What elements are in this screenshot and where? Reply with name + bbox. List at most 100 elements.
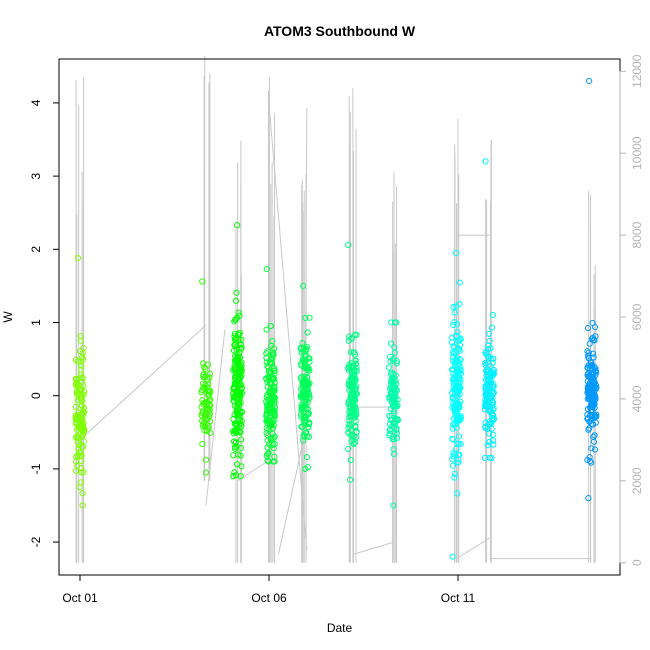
data-point (592, 367, 599, 374)
y-tick-label: 2 (29, 246, 43, 253)
data-point (198, 412, 205, 419)
data-point (451, 319, 458, 326)
data-point (77, 479, 84, 486)
data-point (485, 430, 493, 437)
data-point (588, 401, 595, 408)
data-point (391, 399, 398, 406)
data-point (452, 384, 460, 391)
data-point (297, 411, 305, 418)
data-point (451, 420, 458, 427)
data-point (390, 433, 397, 440)
data-point (264, 450, 271, 458)
data-point (233, 426, 240, 433)
data-point (386, 353, 394, 361)
data-point (347, 349, 354, 356)
data-point (449, 456, 456, 463)
data-point (271, 458, 278, 465)
data-point (590, 377, 597, 384)
data-point (451, 391, 459, 398)
data-point (74, 358, 81, 365)
data-point (80, 438, 87, 445)
data-point (267, 322, 274, 330)
data-point (299, 403, 306, 410)
data-point (301, 415, 308, 422)
data-point (453, 411, 460, 418)
y-tick-label-right: 12000 (630, 54, 644, 88)
data-point (393, 387, 400, 394)
data-point (237, 399, 244, 406)
data-point (268, 419, 275, 426)
data-point (299, 423, 306, 430)
data-point (449, 435, 456, 443)
data-point (451, 385, 459, 392)
data-point (230, 416, 237, 423)
data-point (233, 472, 240, 479)
data-point (235, 389, 243, 396)
data-point (306, 355, 313, 362)
y-axis-label: W (1, 311, 15, 323)
data-point (237, 421, 244, 428)
data-point (350, 394, 357, 401)
data-point (263, 402, 271, 409)
data-point (265, 449, 272, 456)
data-point (347, 405, 354, 412)
data-point (237, 341, 244, 349)
data-point (352, 423, 359, 430)
data-point (352, 439, 359, 446)
y-tick-label-right: 0 (630, 559, 644, 566)
data-point (76, 442, 83, 449)
data-point (348, 359, 355, 366)
data-point (451, 363, 458, 370)
data-point (304, 433, 311, 440)
data-point (200, 420, 207, 428)
data-point (386, 412, 393, 419)
data-point (232, 395, 239, 402)
data-point (457, 335, 464, 342)
data-point (304, 373, 311, 381)
data-point (388, 371, 395, 378)
data-point (235, 309, 242, 316)
data-point (299, 379, 306, 386)
data-point (230, 452, 237, 459)
data-point (485, 330, 493, 337)
data-point (489, 311, 496, 319)
data-point (236, 388, 244, 396)
data-point (271, 398, 278, 405)
data-point (483, 348, 490, 355)
data-point (348, 438, 355, 445)
data-point (346, 421, 353, 428)
data-point (304, 464, 312, 471)
data-point (203, 400, 210, 407)
data-point (345, 445, 352, 453)
y-axis-left: -2 -1 0 1 2 3 4 (29, 99, 60, 547)
data-point (591, 414, 598, 421)
y-tick-label-right: 2000 (630, 467, 644, 494)
data-point (450, 421, 457, 428)
data-point (201, 374, 209, 381)
data-point (230, 473, 237, 480)
data-point (587, 370, 595, 377)
data-point (200, 384, 207, 391)
data-point (457, 356, 464, 364)
data-point (78, 395, 85, 402)
data-point (348, 387, 355, 394)
data-point (589, 319, 596, 327)
data-point (590, 433, 597, 440)
data-point (591, 446, 599, 453)
x-tick-label: Oct 11 (441, 591, 476, 605)
data-point (453, 369, 460, 376)
data-point (588, 459, 595, 466)
x-axis: Oct 01 Oct 06 Oct 11 (62, 574, 476, 605)
data-point (350, 349, 358, 356)
data-point (387, 405, 394, 412)
data-point (79, 374, 86, 382)
data-point (346, 383, 353, 390)
data-point (203, 415, 211, 423)
data-point (486, 421, 493, 428)
data-point (345, 241, 352, 249)
data-point (263, 375, 270, 382)
data-point (234, 411, 241, 419)
data-point (271, 404, 279, 411)
data-point (302, 387, 310, 395)
data-point (302, 402, 309, 410)
